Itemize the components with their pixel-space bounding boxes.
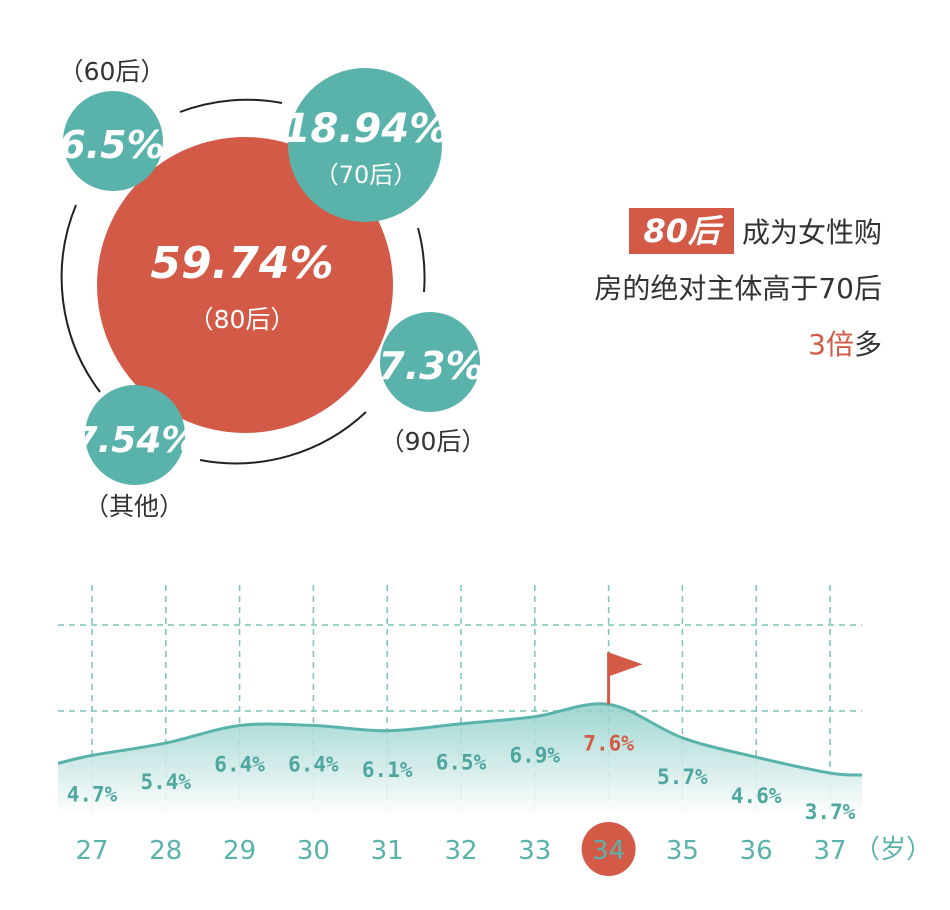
x-tick-label: 34: [592, 836, 625, 866]
headline: 80后 成为女性购 房的绝对主体高于70后 3倍多: [594, 205, 882, 373]
bubble-80s-label: （80后）: [189, 305, 296, 334]
headline-line1: 80后 成为女性购: [594, 205, 882, 261]
bubble-other-label: （其他）: [84, 492, 184, 521]
bubble-80s: [97, 137, 393, 433]
data-label: 4.6%: [731, 784, 782, 808]
area-line: [57, 702, 863, 777]
bubble-90s-label: （90后）: [380, 427, 487, 456]
data-label: 6.4%: [288, 752, 339, 776]
headline-highlight: 3倍: [808, 328, 854, 361]
data-label: 6.9%: [510, 744, 561, 768]
x-tick-label: 33: [518, 836, 551, 866]
age-distribution-area-chart: 4.7% 5.4% 6.4% 6.4% 6.1% 6.5% 6.9% 7.6% 5.7% 4.6%…: [57, 585, 932, 876]
bubble-70s: [288, 68, 442, 222]
bubble-60s-value: 6.5%: [59, 123, 164, 167]
bubble-other-value: 7.54%: [73, 420, 198, 461]
x-unit-label: （岁）: [854, 835, 932, 865]
data-label: 5.7%: [657, 765, 708, 789]
flag-icon: [608, 652, 643, 677]
x-tick-label: 32: [444, 836, 477, 866]
bubble-60s-label: （60后）: [59, 57, 166, 86]
data-label: 7.6%: [583, 731, 634, 755]
ring-arc: [60, 204, 101, 393]
age-share-bubbles: 59.74% （80后） 18.94% （70后） 6.5% （60后） 7.3…: [59, 57, 487, 521]
highlight-tick-circle: [581, 822, 636, 876]
x-tick-label: 27: [75, 836, 108, 866]
bubble-70s-value: 18.94%: [283, 106, 450, 152]
x-tick-label: 35: [666, 836, 699, 866]
data-label: 6.5%: [436, 751, 487, 775]
data-label: 6.1%: [362, 758, 413, 782]
area-fill: [58, 703, 862, 815]
data-label: 6.4%: [214, 752, 265, 776]
data-label: 3.7%: [805, 800, 856, 824]
bubble-80s-value: 59.74%: [150, 238, 333, 289]
data-label: 5.4%: [141, 770, 192, 794]
bubble-90s: [380, 312, 480, 412]
x-tick-label: 31: [371, 836, 404, 866]
bubble-90s-value: 7.3%: [378, 344, 483, 388]
x-tick-label: 30: [297, 836, 330, 866]
ring-arc: [199, 411, 367, 465]
data-label: 4.7%: [67, 782, 118, 806]
ring-arc: [417, 227, 426, 293]
x-tick-label: 37: [813, 836, 846, 866]
headline-line1-text: 成为女性购: [741, 216, 882, 249]
headline-line2: 房的绝对主体高于70后: [594, 272, 882, 305]
x-tick-label: 36: [740, 836, 773, 866]
headline-suffix: 多: [853, 328, 882, 361]
bubble-other: [85, 385, 185, 485]
headline-line3: 3倍多: [594, 317, 882, 373]
x-tick-label: 29: [223, 836, 256, 866]
x-tick-label: 28: [149, 836, 182, 866]
bubble-60s: [63, 91, 163, 191]
ring-arc: [179, 98, 283, 113]
bubble-70s-label: （70后）: [315, 161, 418, 189]
headline-tag: 80后: [629, 208, 734, 254]
